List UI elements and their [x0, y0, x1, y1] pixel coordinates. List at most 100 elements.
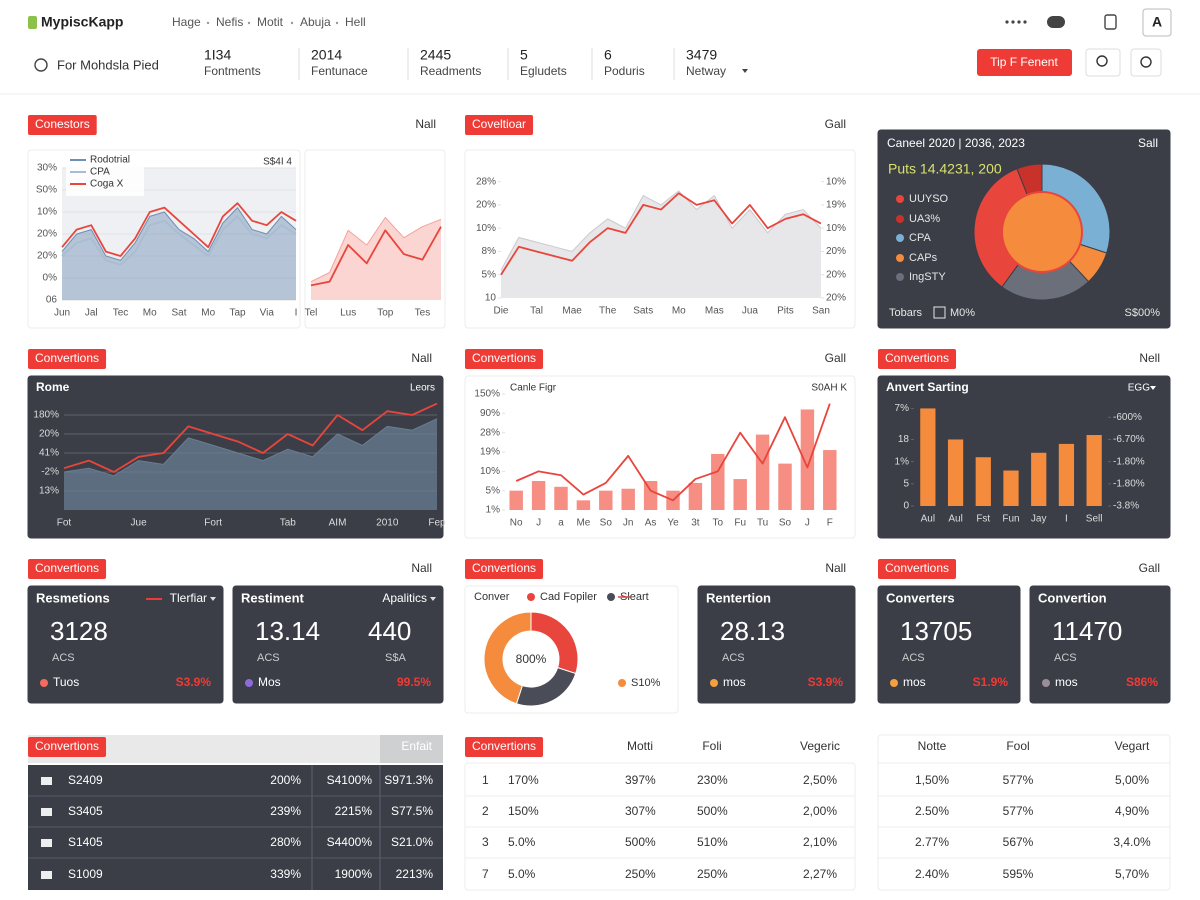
chart-annotation: EGG — [1128, 383, 1150, 394]
caret — [210, 597, 216, 601]
status-dot — [1042, 679, 1050, 687]
y-tick-label: 180% — [33, 410, 59, 421]
card-value: 3128 — [50, 616, 108, 646]
y2-tick-label: 20% — [826, 293, 846, 304]
table-cell: 397% — [625, 773, 656, 787]
legend-dot — [896, 254, 904, 262]
chart-title: Rome — [36, 380, 70, 394]
status-dot — [710, 679, 718, 687]
row-icon — [41, 871, 52, 879]
x-tick-label: F — [827, 518, 833, 529]
nav-item[interactable]: Motit — [257, 15, 284, 29]
y2-tick-label: 10% — [826, 176, 846, 187]
card-unit: ACS — [902, 652, 925, 664]
avatar[interactable] — [1142, 8, 1172, 37]
table-cell: 5.0% — [508, 867, 536, 881]
chart-title: Canle Figr — [510, 383, 557, 394]
table-cell: S1405 — [68, 835, 103, 849]
card-delta: S86% — [1126, 675, 1158, 689]
panel-action[interactable]: Nall — [825, 561, 846, 575]
primary-button-label[interactable]: Tip F Fenent — [990, 55, 1058, 69]
panel-action[interactable]: Nall — [415, 117, 436, 131]
table-cell: S4400% — [327, 835, 373, 849]
table-header: Vegeric — [800, 739, 840, 753]
y2-tick-label: -600% — [1113, 412, 1142, 423]
panel-tag-label: Convertions — [472, 561, 536, 575]
table-cell: S971.3% — [384, 773, 433, 787]
caret — [1150, 386, 1156, 390]
bar — [711, 453, 725, 510]
x-tick-label: Mo — [201, 308, 215, 319]
y2-tick-label: 20% — [826, 246, 846, 257]
y2-tick-label: 10% — [826, 223, 846, 234]
y-tick-label: 41% — [39, 448, 59, 459]
pie-center — [1001, 191, 1083, 273]
status-dot — [890, 679, 898, 687]
panel-action[interactable]: Gall — [825, 117, 846, 131]
bar — [688, 482, 703, 510]
y-tick-label: 20% — [37, 251, 57, 262]
table-cell: 1900% — [335, 867, 373, 881]
table-cell: 2,00% — [803, 804, 837, 818]
kpi-label: Poduris — [604, 64, 645, 78]
y-tick-label: 20% — [476, 200, 496, 211]
bar — [1058, 443, 1075, 506]
nav-item[interactable]: Abuja — [300, 15, 331, 29]
y2-tick-label: 19% — [826, 200, 846, 211]
y2-tick-label: -6.70% — [1113, 434, 1145, 445]
nav-item[interactable]: Hage — [172, 15, 201, 29]
card-foot: Mos — [258, 675, 281, 689]
x-tick-label: To — [713, 518, 724, 529]
legend-label: IngSTY — [909, 271, 946, 283]
legend-label: Coga X — [90, 179, 124, 190]
icon-button[interactable] — [1104, 14, 1117, 30]
x-tick-label: San — [812, 306, 830, 317]
panel-action[interactable]: Gall — [825, 351, 846, 365]
x-tick-label: Mas — [705, 306, 724, 317]
card-value: 11470 — [1052, 616, 1122, 646]
panel-tag-label: Convertions — [472, 739, 536, 753]
table-cell: 5,70% — [1115, 867, 1149, 881]
panel-tag-label: Convertions — [472, 351, 536, 365]
primary-button[interactable] — [977, 49, 1072, 76]
x-tick-label: Fst — [976, 514, 990, 525]
nav-item[interactable]: Hell — [345, 15, 366, 29]
panel-tag — [465, 115, 534, 135]
legend-dot — [896, 234, 904, 242]
kpi-label: Netway — [686, 64, 726, 78]
card-foot: Tuos — [53, 675, 79, 689]
x-tick-label: Ye — [667, 518, 679, 529]
panel-tag — [28, 737, 107, 757]
panel — [464, 149, 856, 329]
panel-action[interactable]: Nall — [411, 351, 432, 365]
table-cell: S4100% — [327, 773, 373, 787]
table-cell: 595% — [1003, 867, 1034, 881]
chart-action[interactable]: Sall — [1138, 136, 1158, 150]
panel-action[interactable]: Nell — [1139, 351, 1160, 365]
search-button[interactable] — [1085, 48, 1121, 77]
x-tick-label: Fort — [204, 518, 222, 529]
panel-tag-label: Conestors — [35, 117, 90, 131]
x-tick-label: Fot — [57, 518, 72, 529]
panel-action[interactable]: Nall — [411, 561, 432, 575]
filter[interactable]: For Mohdsla Pied — [57, 57, 159, 72]
nav-item[interactable]: Nefis — [216, 15, 243, 29]
line — [61, 207, 297, 261]
card-badge: Apalitics — [382, 591, 427, 605]
kpi-label: Fontments — [204, 64, 261, 78]
card-foot: mos — [903, 675, 926, 689]
pie-footer: M0% — [950, 307, 975, 319]
y-tick-label: 10% — [37, 207, 57, 218]
table-header: Fool — [1006, 739, 1029, 753]
x-tick-label: Lus — [340, 308, 356, 319]
card-foot: mos — [1055, 675, 1078, 689]
panel-action[interactable]: Enfait — [401, 739, 432, 753]
panel-action[interactable]: Gall — [1139, 561, 1160, 575]
kpi-value: 5 — [520, 47, 528, 63]
settings-button[interactable] — [1130, 48, 1162, 77]
x-tick-label: Tu — [757, 518, 768, 529]
table-cell: 7 — [482, 867, 489, 881]
y-tick-label: 28% — [480, 427, 500, 438]
settings-icon — [1140, 56, 1152, 68]
